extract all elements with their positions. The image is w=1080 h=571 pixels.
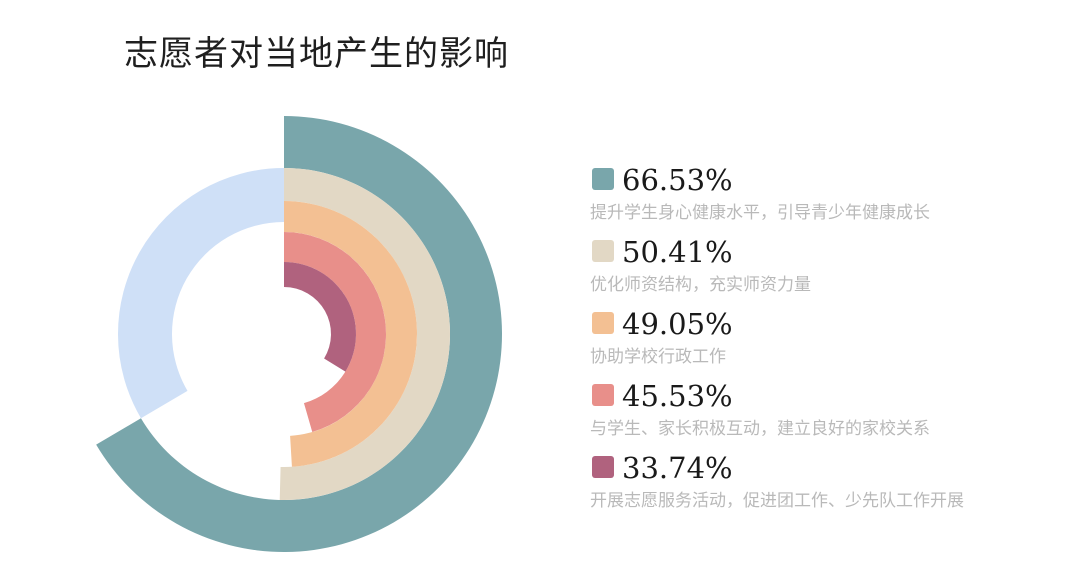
legend-percent: 45.53% <box>622 379 733 413</box>
radial-bar-2 <box>279 168 451 500</box>
radial-bar-4 <box>284 232 386 433</box>
radial-bar-chart <box>96 116 502 552</box>
legend-item: 66.53% 提升学生身心健康水平，引导青少年健康成长 <box>586 162 1076 234</box>
legend-percent: 49.05% <box>622 307 733 341</box>
chart-title: 志愿者对当地产生的影响 <box>124 34 509 74</box>
legend-swatch <box>592 456 614 478</box>
legend-percent: 50.41% <box>622 235 733 269</box>
legend-item: 49.05% 协助学校行政工作 <box>586 306 1076 378</box>
legend-description: 提升学生身心健康水平，引导青少年健康成长 <box>590 203 930 223</box>
legend-description: 优化师资结构，充实师资力量 <box>590 275 811 295</box>
legend: 66.53% 提升学生身心健康水平，引导青少年健康成长 50.41% 优化师资结… <box>586 162 1076 522</box>
legend-swatch <box>592 384 614 406</box>
legend-item: 50.41% 优化师资结构，充实师资力量 <box>586 234 1076 306</box>
legend-swatch <box>592 168 614 190</box>
legend-swatch <box>592 312 614 334</box>
legend-description: 与学生、家长积极互动，建立良好的家校关系 <box>590 419 930 439</box>
legend-item: 45.53% 与学生、家长积极互动，建立良好的家校关系 <box>586 378 1076 450</box>
legend-description: 开展志愿服务活动，促进团工作、少先队工作开展 <box>590 491 964 511</box>
legend-description: 协助学校行政工作 <box>590 347 726 367</box>
legend-swatch <box>592 240 614 262</box>
legend-percent: 33.74% <box>622 451 733 485</box>
background-ring <box>117 168 284 419</box>
legend-percent: 66.53% <box>622 163 733 197</box>
radial-bar-5 <box>284 262 357 372</box>
radial-bar-3 <box>284 201 417 467</box>
legend-item: 33.74% 开展志愿服务活动，促进团工作、少先队工作开展 <box>586 450 1076 522</box>
